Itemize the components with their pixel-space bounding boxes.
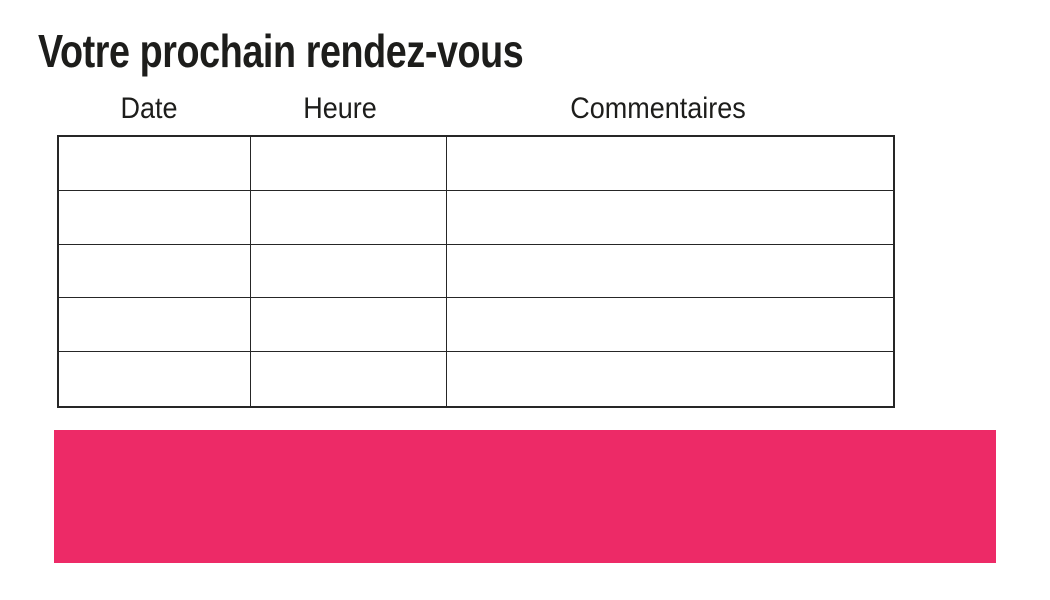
table-cell <box>447 352 893 406</box>
table-cell <box>59 244 251 299</box>
column-header-commentaires: Commentaires <box>570 92 746 125</box>
table-cell <box>59 352 251 406</box>
table-cell <box>447 298 893 353</box>
column-header-heure: Heure <box>303 92 377 125</box>
highlight-banner <box>54 430 996 563</box>
appointments-table <box>57 135 895 408</box>
table-cell <box>251 137 447 191</box>
table-cell <box>251 352 447 406</box>
table-cell <box>251 190 447 245</box>
page-title: Votre prochain rendez-vous <box>38 25 524 77</box>
table-cell <box>59 137 251 191</box>
table-cell <box>447 245 893 299</box>
table-cell <box>251 298 447 353</box>
table-cell <box>251 244 447 299</box>
table-cell <box>59 298 251 353</box>
table-cell <box>447 191 893 245</box>
column-header-date: Date <box>120 92 178 125</box>
table-cell <box>59 190 251 245</box>
table-cell <box>447 137 893 191</box>
